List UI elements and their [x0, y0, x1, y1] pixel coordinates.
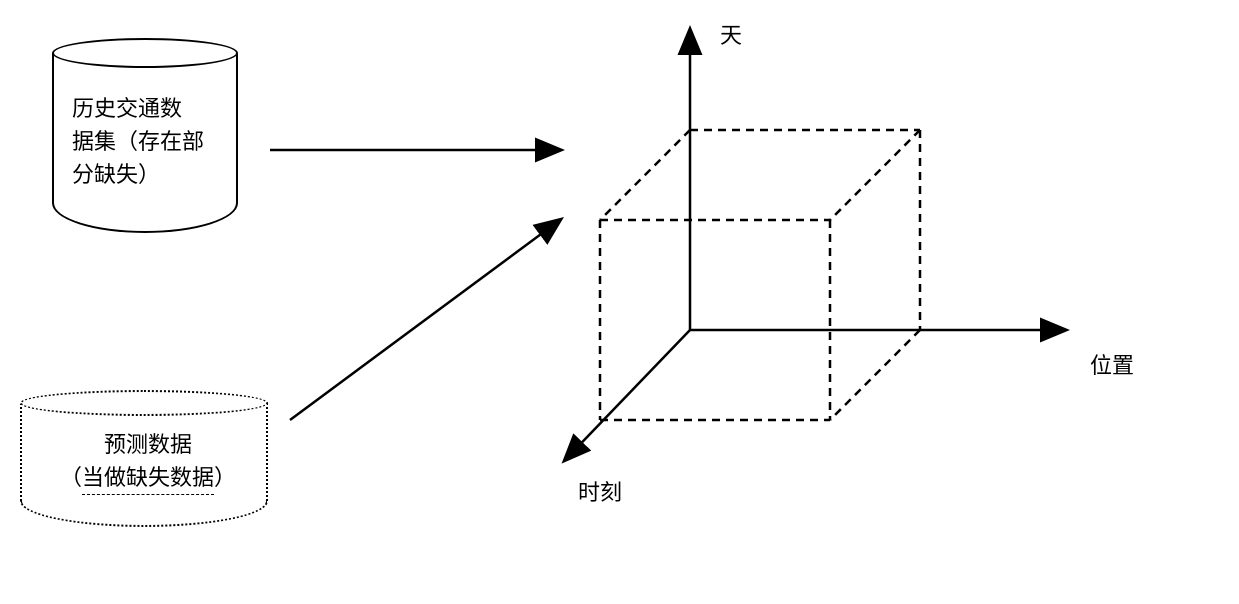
cylinder-top [20, 390, 268, 416]
cylinder-body [52, 53, 238, 203]
cube-edge [830, 130, 920, 220]
cylinder-top [52, 38, 238, 68]
cube-edge [600, 130, 690, 220]
cube-edge [830, 330, 920, 420]
arrow-to-cube-2 [290, 220, 560, 420]
axis-z [565, 330, 690, 460]
cylinder-body [20, 403, 268, 501]
